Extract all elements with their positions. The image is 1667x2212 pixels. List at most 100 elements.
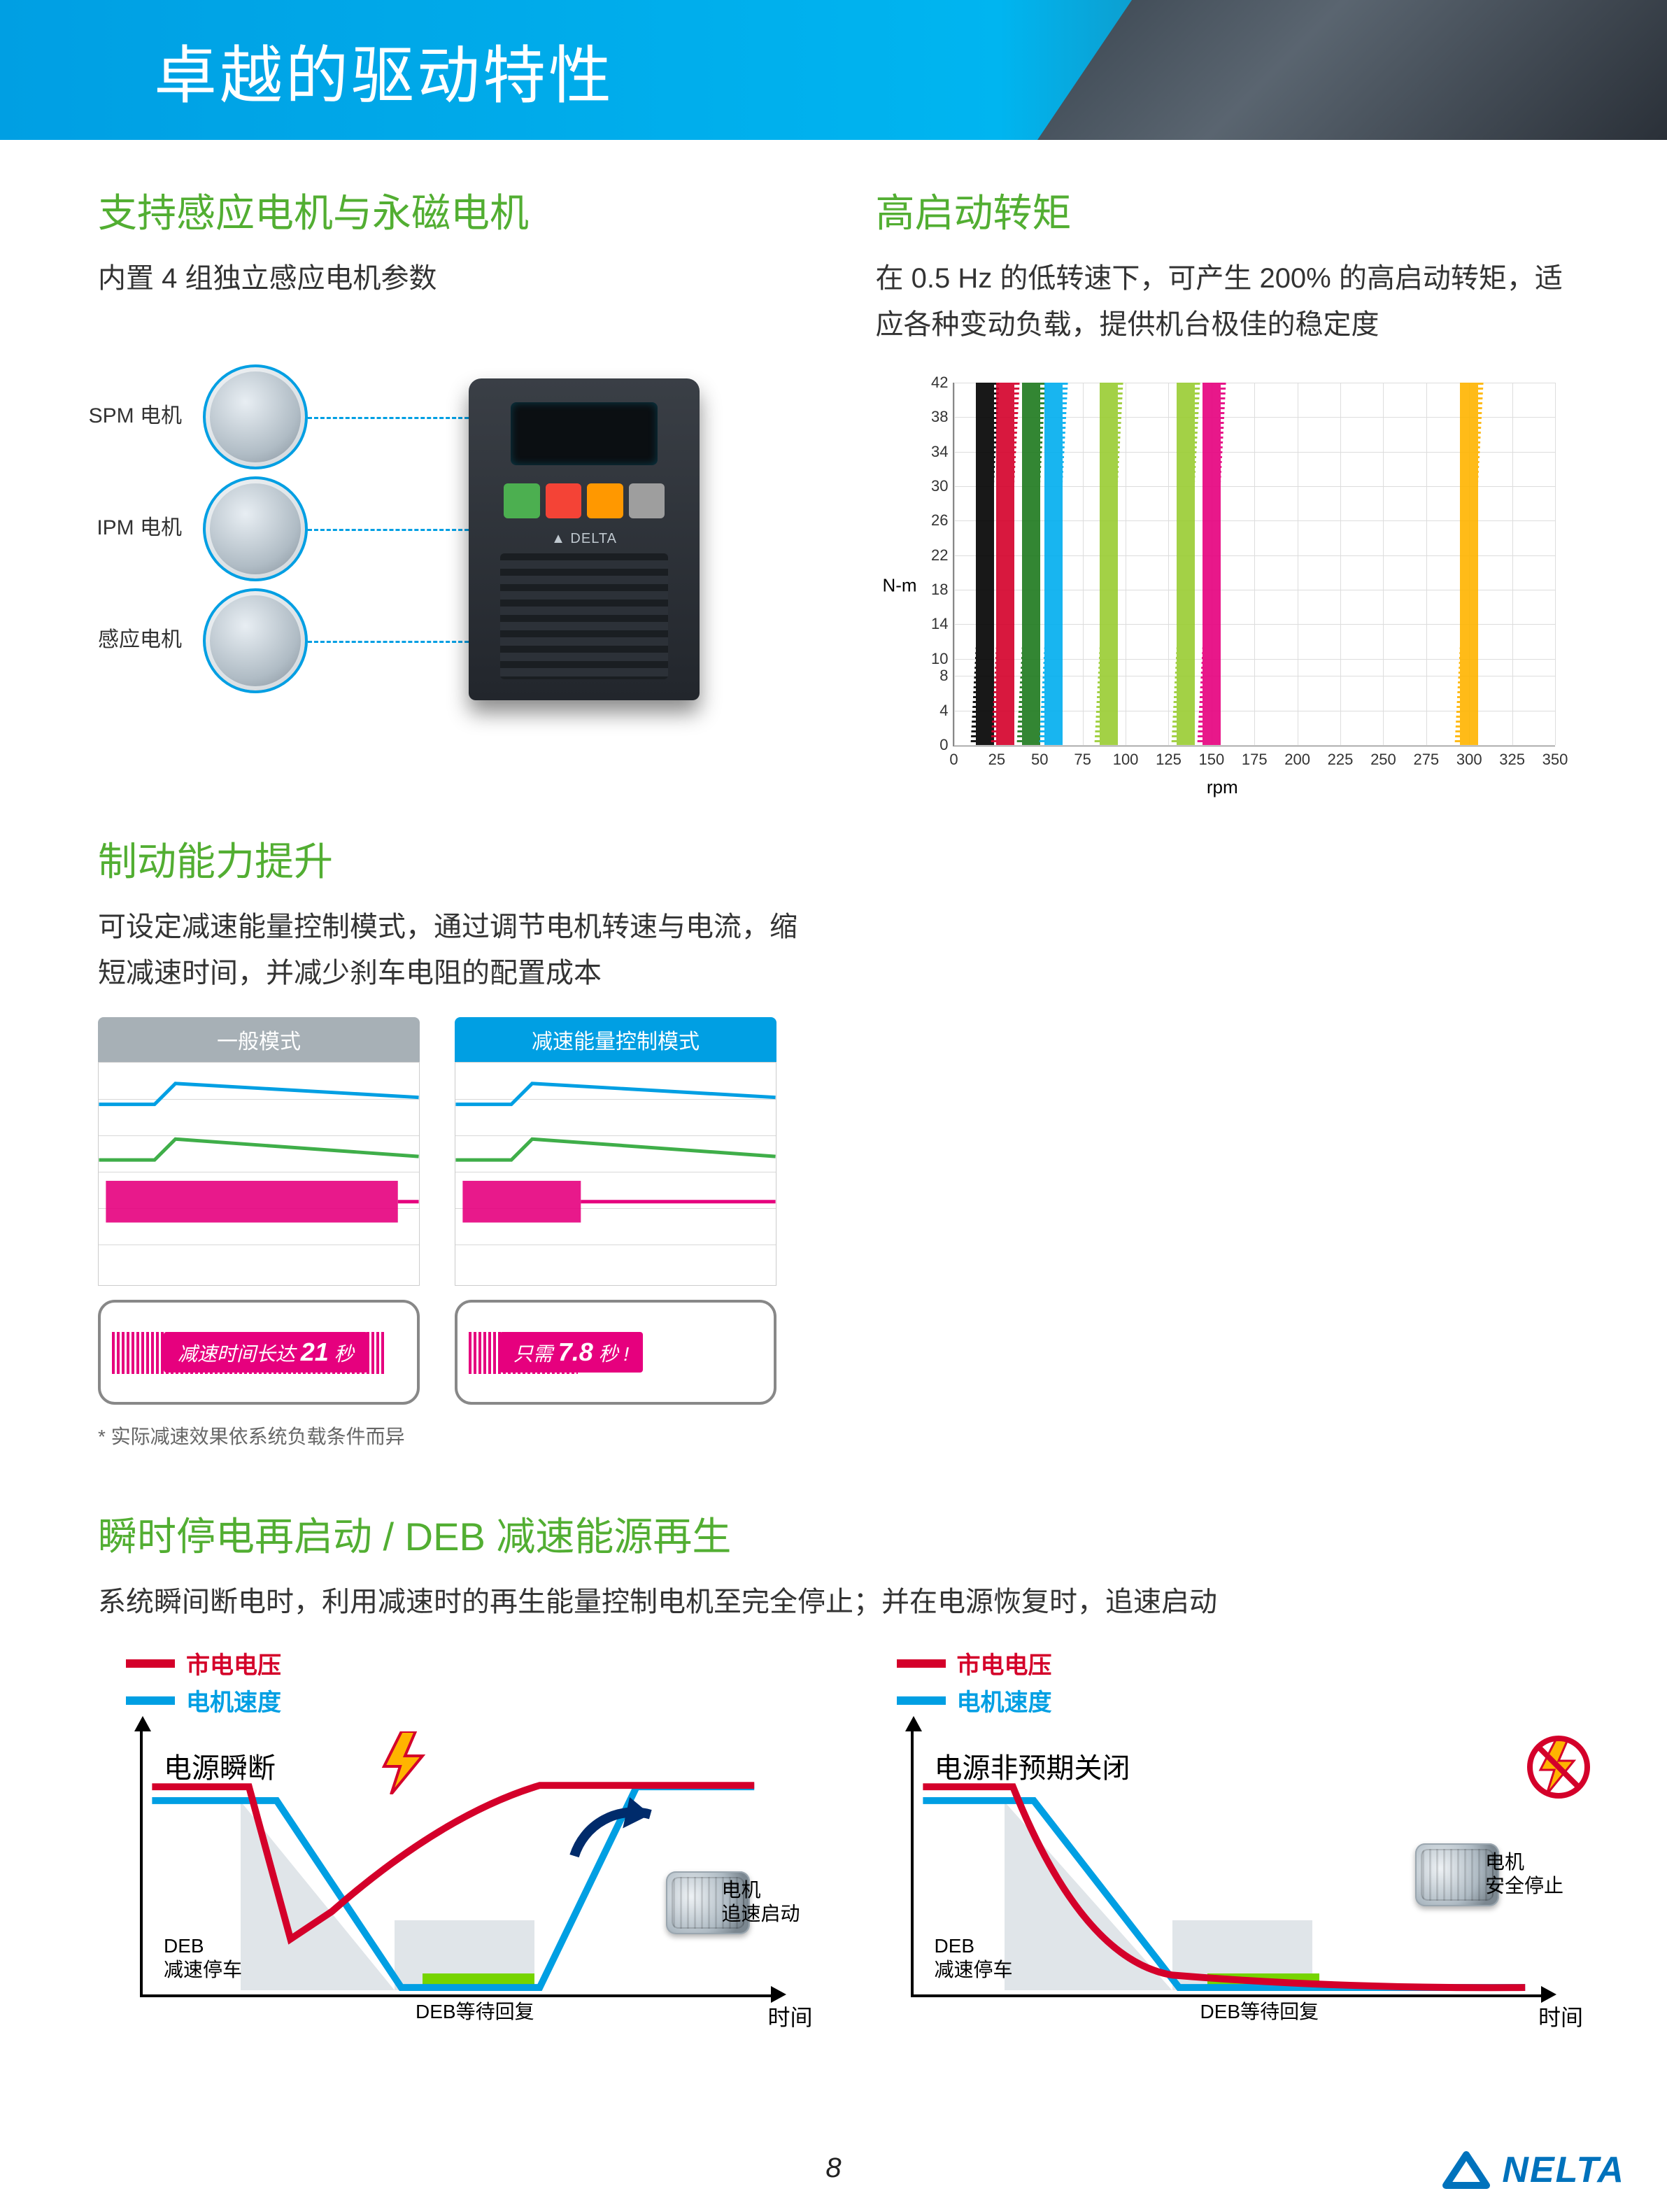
deb-legend: 市电电压 电机速度 bbox=[126, 1646, 799, 1717]
xtick: 325 bbox=[1499, 745, 1525, 769]
brake-panel-normal: 一般模式 减速时间长达 21 秒 bbox=[98, 1017, 420, 1405]
ytick: 38 bbox=[931, 408, 953, 426]
xtick: 200 bbox=[1284, 745, 1310, 769]
ytick: 42 bbox=[931, 374, 953, 392]
deb-text: DEB减速停车 bbox=[935, 1934, 1013, 1981]
text: 电机 bbox=[722, 1879, 761, 1901]
header-photo bbox=[1037, 0, 1667, 140]
section-deb-body: 系统瞬间断电时，利用减速时的再生能量控制电机至完全停止；并在电源恢复时，追速启动 bbox=[98, 1579, 1569, 1625]
section-torque-body: 在 0.5 Hz 的低转速下，可产生 200% 的高启动转矩，适应各种变动负载，… bbox=[876, 255, 1570, 348]
legend-swatch bbox=[897, 1659, 946, 1668]
section-deb: 瞬时停电再启动 / DEB 减速能源再生 系统瞬间断电时，利用减速时的再生能量控… bbox=[98, 1505, 1569, 2032]
deb-axes: 电源瞬断 DEB减速停车 DEB等待回复 bbox=[140, 1731, 771, 1997]
xtick: 275 bbox=[1413, 745, 1439, 769]
ytick: 22 bbox=[931, 546, 953, 565]
text: 秒 ! bbox=[593, 1343, 629, 1365]
brake-panel-oec: 减速能量控制模式 只需 7.8 秒 ! bbox=[455, 1017, 776, 1405]
xtick: 350 bbox=[1542, 745, 1568, 769]
xtick: 225 bbox=[1328, 745, 1354, 769]
ytick: 10 bbox=[931, 650, 953, 668]
brake-chart-oec bbox=[455, 1062, 776, 1286]
section-motor: 支持感应电机与永磁电机 内置 4 组独立感应电机参数 SPM 电机 IPM 电机… bbox=[98, 182, 792, 802]
text: 追速启动 bbox=[722, 1903, 800, 1924]
xtick: 125 bbox=[1156, 745, 1182, 769]
motor-ipm-icon bbox=[203, 476, 308, 581]
torque-xlabel: rpm bbox=[1207, 777, 1238, 798]
text: 减速停车 bbox=[935, 1959, 1013, 1980]
page-title: 卓越的驱动特性 bbox=[154, 24, 614, 115]
text: 减速时间长达 bbox=[178, 1343, 301, 1365]
ytick: 4 bbox=[939, 702, 953, 720]
deb-xlabel: 时间 bbox=[767, 2000, 812, 2032]
text: DEB bbox=[935, 1935, 975, 1957]
ytick: 34 bbox=[931, 443, 953, 461]
vfd-key bbox=[546, 483, 582, 518]
section-brake: 制动能力提升 可设定减速能量控制模式，通过调节电机转速与电流，缩短减速时间，并减… bbox=[98, 830, 811, 1449]
xtick: 0 bbox=[949, 745, 958, 769]
section-torque-title: 高启动转矩 bbox=[876, 182, 1570, 239]
vfd-drive-icon: ▲ DELTA bbox=[469, 378, 700, 700]
deb-axes: 电源非预期关闭 DEB减速停车 DEB等待回复 bbox=[911, 1731, 1542, 1997]
deb-xlabel: 时间 bbox=[1538, 2000, 1583, 2032]
page-header: 卓越的驱动特性 bbox=[0, 0, 1667, 140]
torque-series bbox=[1181, 383, 1191, 745]
deb-text: DEB减速停车 bbox=[164, 1934, 242, 1981]
xtick: 300 bbox=[1456, 745, 1482, 769]
torque-series bbox=[1207, 383, 1216, 745]
legend-swatch bbox=[126, 1696, 175, 1705]
torque-series bbox=[1026, 383, 1036, 745]
text: DEB bbox=[164, 1935, 204, 1957]
deb-motor-text: 电机追速启动 bbox=[722, 1878, 820, 1925]
vfd-vent bbox=[500, 553, 668, 679]
section-torque: 高启动转矩 在 0.5 Hz 的低转速下，可产生 200% 的高启动转矩，适应各… bbox=[876, 182, 1570, 802]
ytick: 14 bbox=[931, 615, 953, 633]
brake-callout-normal: 减速时间长达 21 秒 bbox=[98, 1300, 420, 1405]
torque-series bbox=[1464, 383, 1474, 745]
xtick: 100 bbox=[1113, 745, 1139, 769]
legend-volt: 市电电压 bbox=[897, 1646, 1570, 1680]
deb-motor-text: 电机安全停止 bbox=[1485, 1850, 1583, 1897]
brake-callout-oec: 只需 7.8 秒 ! bbox=[455, 1300, 776, 1405]
xtick: 175 bbox=[1242, 745, 1268, 769]
legend-speed: 电机速度 bbox=[897, 1683, 1570, 1717]
section-deb-title: 瞬时停电再启动 / DEB 减速能源再生 bbox=[98, 1505, 1569, 1562]
brake-callout-label-oec: 只需 7.8 秒 ! bbox=[499, 1332, 643, 1373]
torque-plot-area: 0481014182226303438420255075100125150175… bbox=[953, 383, 1556, 746]
torque-chart: N-m rpm 04810141822263034384202550751001… bbox=[876, 369, 1570, 802]
legend-volt: 市电电压 bbox=[126, 1646, 799, 1680]
connector-line bbox=[308, 417, 469, 419]
brake-chart-normal bbox=[98, 1062, 420, 1286]
brake-header-normal: 一般模式 bbox=[98, 1017, 420, 1062]
ytick: 18 bbox=[931, 581, 953, 599]
deb-panel-1: 市电电压 电机速度 电源瞬断 bbox=[98, 1646, 799, 2032]
section-brake-body: 可设定减速能量控制模式，通过调节电机转速与电流，缩短减速时间，并减少刹车电阻的配… bbox=[98, 904, 811, 996]
ytick: 30 bbox=[931, 477, 953, 495]
deb-wait-label: DEB等待回复 bbox=[416, 2000, 534, 2024]
xtick: 75 bbox=[1074, 745, 1091, 769]
torque-series bbox=[980, 383, 990, 745]
torque-series bbox=[1104, 383, 1114, 745]
legend-speed: 电机速度 bbox=[126, 1683, 799, 1717]
text: 安全停止 bbox=[1485, 1875, 1563, 1896]
deb-chart-1: 电源瞬断 DEB减速停车 DEB等待回复 bbox=[98, 1731, 799, 2032]
deb-legend: 市电电压 电机速度 bbox=[897, 1646, 1570, 1717]
ytick: 26 bbox=[931, 511, 953, 530]
vfd-key bbox=[504, 483, 540, 518]
text: 电机速度 bbox=[186, 1683, 281, 1717]
xtick: 150 bbox=[1198, 745, 1224, 769]
delta-logo-text: NELTA bbox=[1502, 2149, 1625, 2191]
text: 秒 bbox=[329, 1343, 354, 1365]
ytick: 8 bbox=[939, 667, 953, 685]
text: 21 bbox=[301, 1338, 329, 1366]
text: 7.8 bbox=[558, 1338, 593, 1366]
legend-swatch bbox=[897, 1696, 946, 1705]
vfd-key bbox=[629, 483, 665, 518]
label-ipm: IPM 电机 bbox=[77, 510, 182, 541]
section-motor-body: 内置 4 组独立感应电机参数 bbox=[98, 255, 792, 302]
brake-footnote: * 实际减速效果依系统负载条件而异 bbox=[98, 1422, 811, 1449]
connector-line bbox=[308, 641, 469, 643]
xtick: 25 bbox=[988, 745, 1005, 769]
vfd-brand-label: ▲ DELTA bbox=[551, 531, 617, 547]
vfd-keypad bbox=[504, 483, 665, 518]
deb-wait-label: DEB等待回复 bbox=[1200, 2000, 1319, 2024]
